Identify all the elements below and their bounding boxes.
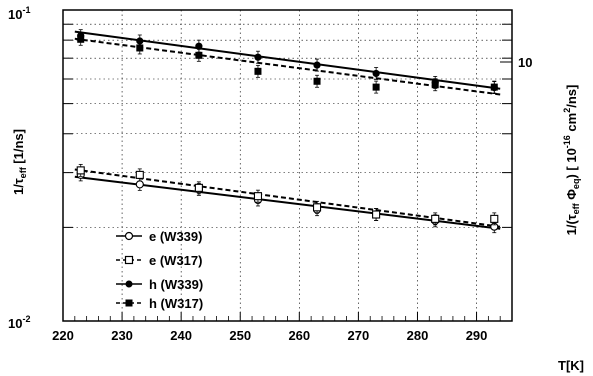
marker-filled-square bbox=[372, 83, 380, 91]
marker-filled-circle bbox=[136, 37, 144, 45]
marker-open-square bbox=[135, 170, 144, 179]
axis-ticks bbox=[62, 23, 512, 321]
marker-filled-square bbox=[136, 44, 144, 52]
marker-open-circle bbox=[135, 180, 144, 189]
point-e-w317 bbox=[490, 212, 499, 226]
x-tick-label: 280 bbox=[407, 328, 429, 343]
point-h-w317 bbox=[254, 64, 262, 78]
legend-marker-e-w339 bbox=[124, 231, 134, 241]
x-tick-label: 250 bbox=[229, 328, 251, 343]
legend-item-h-w317: h (W317) bbox=[116, 296, 203, 311]
point-e-w317 bbox=[135, 168, 144, 182]
data-points bbox=[76, 29, 499, 234]
y-tick-bottom: 10-2 bbox=[8, 314, 30, 331]
x-axis-label: T[K] bbox=[558, 358, 584, 373]
legend-item-h-w339: h (W339) bbox=[116, 277, 203, 292]
legend-marker-h-w317 bbox=[125, 299, 133, 307]
legend-label-h-w317: h (W317) bbox=[149, 296, 203, 311]
right-y-tick: 10 bbox=[518, 55, 532, 70]
marker-open-square bbox=[76, 166, 85, 175]
marker-open-square bbox=[194, 183, 203, 192]
legend-item-e-w339: e (W339) bbox=[116, 229, 202, 244]
fit-line-e-w339 bbox=[74, 175, 501, 230]
x-tick-label: 290 bbox=[466, 328, 488, 343]
point-h-w317 bbox=[490, 80, 498, 94]
marker-open-square bbox=[431, 214, 440, 223]
legend-label-h-w339: h (W339) bbox=[149, 277, 203, 292]
marker-open-square bbox=[253, 192, 263, 201]
x-tick-labels: 220 230 240 250 260 270 280 290 bbox=[52, 328, 487, 343]
marker-filled-square bbox=[313, 77, 321, 85]
marker-open-square bbox=[490, 214, 499, 223]
point-e-w317 bbox=[253, 189, 263, 203]
point-e-w317 bbox=[76, 163, 85, 177]
marker-filled-circle bbox=[254, 53, 262, 61]
point-h-w339 bbox=[254, 50, 262, 64]
point-h-w317 bbox=[313, 74, 321, 88]
x-tick-label: 270 bbox=[348, 328, 370, 343]
point-h-w317 bbox=[77, 32, 85, 46]
marker-filled-square bbox=[195, 51, 203, 59]
legend-label-e-w339: e (W339) bbox=[149, 229, 202, 244]
point-h-w339 bbox=[372, 67, 380, 80]
y-axis-label-right: 1/(τeff Φeq) [ 10-16 cm2/ns] bbox=[562, 85, 581, 236]
marker-open-square bbox=[312, 203, 322, 212]
marker-filled-square bbox=[431, 81, 439, 89]
point-h-w339 bbox=[313, 58, 321, 72]
legend-marker-h-w339 bbox=[125, 280, 133, 288]
point-e-w317 bbox=[194, 181, 203, 195]
marker-filled-circle bbox=[195, 42, 203, 50]
point-h-w317 bbox=[372, 80, 380, 94]
fit-line-h-w339 bbox=[74, 30, 501, 90]
legend: e (W339) e (W317) h (W339) h (W317) bbox=[116, 229, 203, 311]
x-tick-label: 220 bbox=[52, 328, 74, 343]
fit-lines bbox=[74, 30, 501, 230]
point-e-w317 bbox=[372, 208, 381, 221]
legend-marker-e-w317 bbox=[124, 255, 134, 265]
x-tick-label: 240 bbox=[170, 328, 192, 343]
point-h-w317 bbox=[431, 78, 439, 92]
x-tick-label: 260 bbox=[288, 328, 310, 343]
legend-item-e-w317: e (W317) bbox=[116, 253, 202, 268]
y-axis-label-left: 1/τeff [1/ns] bbox=[11, 129, 28, 195]
plot-frame bbox=[62, 9, 513, 322]
marker-filled-circle bbox=[313, 61, 321, 69]
marker-filled-square bbox=[77, 35, 85, 43]
x-tick-label: 230 bbox=[111, 328, 133, 343]
marker-open-square bbox=[372, 210, 381, 219]
marker-filled-circle bbox=[372, 69, 380, 78]
point-h-w317 bbox=[136, 41, 144, 55]
point-e-w317 bbox=[312, 200, 322, 214]
marker-filled-square bbox=[490, 83, 498, 91]
point-e-w317 bbox=[431, 212, 440, 226]
y-tick-top: 10-1 bbox=[8, 5, 30, 22]
legend-label-e-w317: e (W317) bbox=[149, 253, 202, 268]
point-h-w317 bbox=[195, 48, 203, 62]
marker-filled-square bbox=[254, 67, 262, 75]
grid bbox=[63, 10, 512, 321]
